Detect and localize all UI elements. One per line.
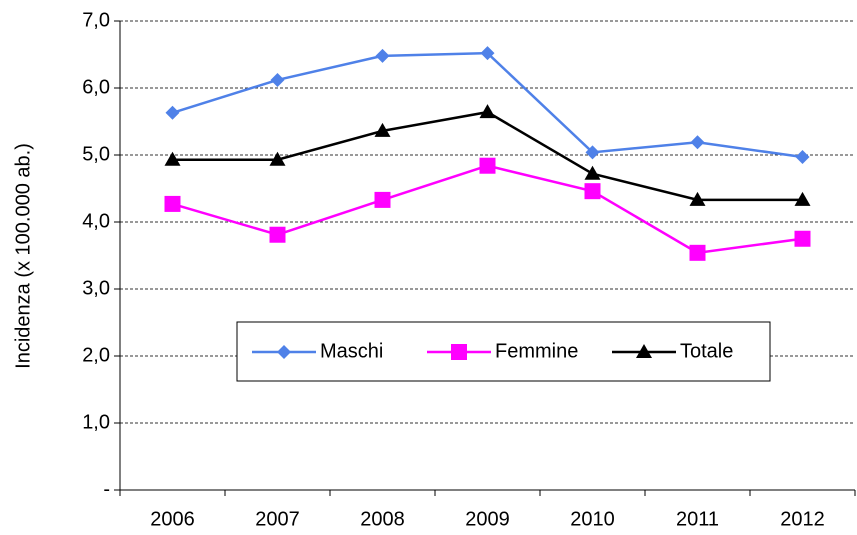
data-point	[164, 151, 181, 166]
data-point	[270, 72, 285, 87]
data-point	[374, 122, 391, 137]
legend-label: Maschi	[320, 340, 383, 362]
series-line	[172, 164, 803, 255]
data-point	[165, 105, 180, 120]
series-line	[172, 110, 803, 202]
x-tick-label: 2006	[150, 508, 195, 530]
y-tick-label: 4,0	[82, 210, 110, 232]
legend-box	[236, 321, 771, 382]
y-tick-label: 3,0	[82, 277, 110, 299]
x-tick-label: 2011	[676, 508, 719, 530]
data-point	[269, 151, 286, 166]
y-tick-label: 1,0	[82, 411, 110, 433]
x-tick-label: 2009	[465, 508, 510, 530]
data-point	[585, 145, 600, 160]
data-point	[479, 157, 496, 174]
data-point	[374, 191, 391, 208]
x-tick-label: 2007	[255, 508, 300, 530]
legend-marker	[451, 344, 467, 360]
y-tick-label: 5,0	[82, 143, 110, 165]
y-tick-label: 2,0	[82, 344, 110, 366]
data-point	[794, 191, 811, 206]
data-point	[689, 191, 706, 206]
data-point	[689, 244, 706, 261]
y-tick-label: -	[103, 478, 110, 500]
legend-label: Totale	[680, 340, 733, 362]
y-tick-label: 6,0	[82, 76, 110, 98]
y-tick-label: 7,0	[82, 9, 110, 31]
data-point	[584, 183, 601, 200]
data-point	[480, 46, 495, 61]
data-point	[794, 230, 811, 247]
data-point	[795, 150, 810, 165]
x-tick-label: 2008	[360, 508, 405, 530]
x-tick-label: 2012	[780, 508, 825, 530]
data-point	[375, 48, 390, 63]
legend-marker	[277, 345, 291, 359]
legend-label: Femmine	[495, 340, 578, 362]
data-point	[269, 226, 286, 243]
data-point	[584, 165, 601, 180]
data-point	[690, 135, 705, 150]
data-point	[479, 104, 496, 119]
data-point	[164, 195, 181, 212]
legend-marker	[636, 344, 652, 358]
y-axis-label: Incidenza (x 100.000 ab.)	[12, 143, 34, 369]
x-tick-label: 2010	[570, 508, 615, 530]
